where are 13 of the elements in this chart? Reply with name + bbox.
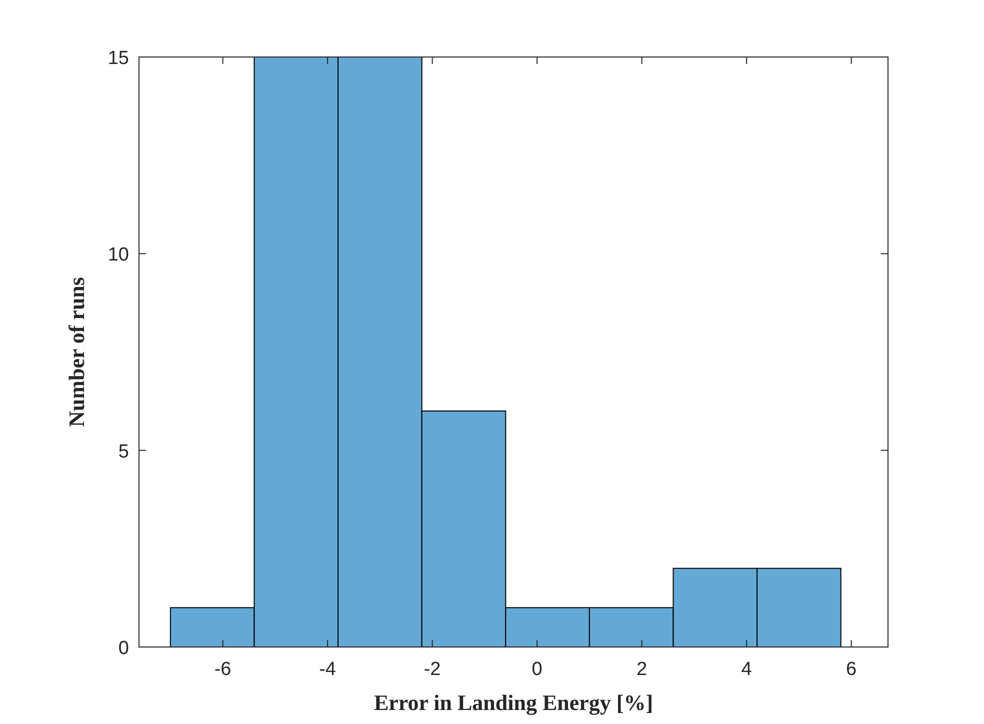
- x-tick-label: 2: [636, 659, 648, 680]
- x-tick-label: 0: [532, 659, 542, 680]
- x-axis-title: Error in Landing Energy [%]: [374, 690, 654, 715]
- x-tick-label: 4: [741, 659, 752, 680]
- x-tick-label: -2: [424, 659, 441, 680]
- x-tick-label: -6: [214, 659, 232, 680]
- y-tick-label: 15: [108, 48, 129, 69]
- y-axis-title: Number of runs: [64, 276, 89, 427]
- y-tick-label: 5: [118, 441, 129, 462]
- x-tick-label: -4: [319, 659, 336, 680]
- x-tick-label: 6: [846, 659, 857, 680]
- y-tick-label: 10: [108, 244, 129, 266]
- y-tick-label: 0: [118, 638, 129, 659]
